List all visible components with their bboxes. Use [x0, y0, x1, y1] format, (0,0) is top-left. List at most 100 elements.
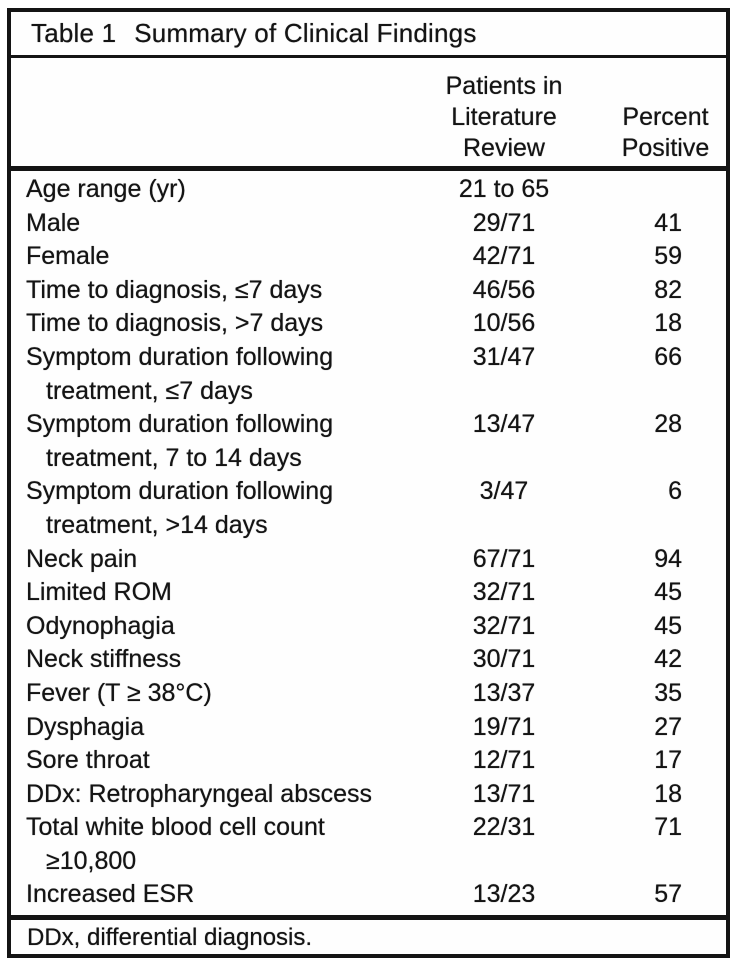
table-footnote-bar: DDx, differential diagnosis.	[11, 915, 726, 954]
table-row: Increased ESR 13/23 57	[11, 878, 726, 912]
row-percent-value: 35	[654, 678, 682, 707]
row-label: Time to diagnosis, >7 days	[11, 307, 429, 341]
row-patients-value: 19/71	[472, 712, 536, 741]
row-patients-value: 13/47	[472, 410, 536, 439]
row-label-line1: Symptom duration following	[26, 410, 334, 439]
row-percent-value: 71	[654, 813, 682, 842]
row-patients-value: 13/37	[472, 678, 536, 707]
row-label-line1: Symptom duration following	[26, 477, 334, 506]
row-label: Increased ESR	[11, 878, 429, 912]
row-label-line1: Female	[26, 242, 110, 271]
header-patients-column: Patients in Literature Review	[429, 71, 579, 166]
row-patients-value: 31/47	[472, 342, 536, 371]
row-label-line1: Time to diagnosis, ≤7 days	[26, 275, 323, 304]
row-patients-value: 29/71	[472, 208, 536, 237]
table-row: Symptom duration following treatment, >1…	[11, 475, 726, 542]
row-label-line1: Symptom duration following	[26, 342, 334, 371]
table-row: Dysphagia 19/71 27	[11, 711, 726, 745]
row-label-line1: Fever (T ≥ 38°C)	[26, 678, 212, 707]
row-label-line2: treatment, ≤7 days	[46, 376, 253, 405]
row-percent-value: 59	[654, 242, 682, 271]
row-patients-value: 3/47	[479, 477, 529, 506]
row-label: Total white blood cell count ≥10,800	[11, 811, 429, 878]
row-label-line2: ≥10,800	[46, 846, 137, 875]
header-patients-line2: Literature	[451, 103, 557, 131]
row-patients-value: 67/71	[472, 544, 536, 573]
header-percent-line2: Positive	[621, 134, 710, 162]
row-patients-value: 12/71	[472, 746, 536, 775]
row-percent-value: 45	[654, 578, 682, 607]
row-percent-value: 57	[654, 880, 682, 909]
table-row: Neck pain 67/71 94	[11, 543, 726, 577]
header-percent-column: Percent Positive	[579, 71, 726, 166]
row-patients-value: 13/23	[472, 880, 536, 909]
row-patients-value: 46/56	[472, 275, 536, 304]
table-row: Limited ROM 32/71 45	[11, 576, 726, 610]
table-row: Female 42/71 59	[11, 240, 726, 274]
table-number-label: Table 1	[31, 18, 117, 48]
row-label-line1: Total white blood cell count	[26, 813, 325, 842]
row-label: Neck pain	[11, 543, 429, 577]
row-label-line1: Time to diagnosis, >7 days	[26, 309, 324, 338]
row-patients-value: 22/31	[472, 813, 536, 842]
table-row: Symptom duration following treatment, ≤7…	[11, 341, 726, 408]
table-body: Age range (yr) 21 to 65 Male 29/71 41 Fe…	[11, 171, 726, 915]
row-percent-value: 45	[654, 611, 682, 640]
table-row: Age range (yr) 21 to 65	[11, 173, 726, 207]
table-row: Neck stiffness 30/71 42	[11, 643, 726, 677]
row-label-line1: Dysphagia	[26, 712, 145, 741]
table-row: Male 29/71 41	[11, 207, 726, 241]
row-label-line2: treatment, >14 days	[46, 510, 268, 539]
row-label: Symptom duration following treatment, ≤7…	[11, 341, 429, 408]
row-label-line1: Increased ESR	[26, 880, 195, 909]
row-patients-value: 42/71	[472, 242, 536, 271]
row-percent-value: 66	[654, 342, 682, 371]
row-percent-value: 27	[654, 712, 682, 741]
row-label: Age range (yr)	[11, 173, 429, 207]
row-label-line1: Age range (yr)	[26, 175, 186, 203]
row-label-line1: Odynophagia	[26, 611, 175, 640]
table-title: Summary of Clinical Findings	[134, 18, 477, 48]
row-percent-value: 41	[654, 208, 682, 237]
row-label-line1: Limited ROM	[26, 578, 172, 607]
table-row: Total white blood cell count ≥10,800 22/…	[11, 811, 726, 878]
row-percent-value: 94	[654, 544, 682, 573]
column-header-row: Patients in Literature Review Percent Po…	[11, 58, 726, 171]
row-label: Dysphagia	[11, 711, 429, 745]
row-percent-value: 28	[654, 410, 682, 439]
row-patients-value: 10/56	[472, 309, 536, 338]
table-row: Symptom duration following treatment, 7 …	[11, 408, 726, 475]
table-row: Odynophagia 32/71 45	[11, 610, 726, 644]
row-label: Neck stiffness	[11, 643, 429, 677]
row-percent-value: 42	[654, 645, 682, 674]
header-patients-line3: Review	[463, 134, 545, 162]
row-label: Male	[11, 207, 429, 241]
row-percent-value: 82	[654, 275, 682, 304]
row-label: Fever (T ≥ 38°C)	[11, 677, 429, 711]
row-label-line1: DDx: Retropharyngeal abscess	[26, 779, 372, 808]
row-patients-value: 32/71	[472, 611, 536, 640]
table-frame: Table 1 Summary of Clinical Findings Pat…	[7, 8, 730, 958]
row-label: Limited ROM	[11, 576, 429, 610]
row-label-line1: Sore throat	[26, 746, 150, 775]
header-percent-line1: Percent	[622, 103, 709, 131]
row-label-line1: Neck pain	[26, 544, 138, 573]
table-row: Time to diagnosis, >7 days 10/56 18	[11, 307, 726, 341]
row-label: Symptom duration following treatment, 7 …	[11, 408, 429, 475]
row-patients-value: 21 to 65	[458, 175, 550, 203]
table-row: Sore throat 12/71 17	[11, 744, 726, 778]
table-row: DDx: Retropharyngeal abscess 13/71 18	[11, 778, 726, 812]
row-percent-value: 6	[668, 477, 682, 506]
row-label: DDx: Retropharyngeal abscess	[11, 778, 429, 812]
table-row: Fever (T ≥ 38°C) 13/37 35	[11, 677, 726, 711]
header-percent-spacer	[605, 71, 726, 102]
row-patients-value: 13/71	[472, 779, 536, 808]
row-label: Sore throat	[11, 744, 429, 778]
row-label: Female	[11, 240, 429, 274]
table-row: Time to diagnosis, ≤7 days 46/56 82	[11, 274, 726, 308]
row-label: Odynophagia	[11, 610, 429, 644]
row-patients-value: 30/71	[472, 645, 536, 674]
header-spacer-col	[11, 71, 429, 166]
row-patients-value: 32/71	[472, 578, 536, 607]
row-percent-value: 17	[654, 746, 682, 775]
